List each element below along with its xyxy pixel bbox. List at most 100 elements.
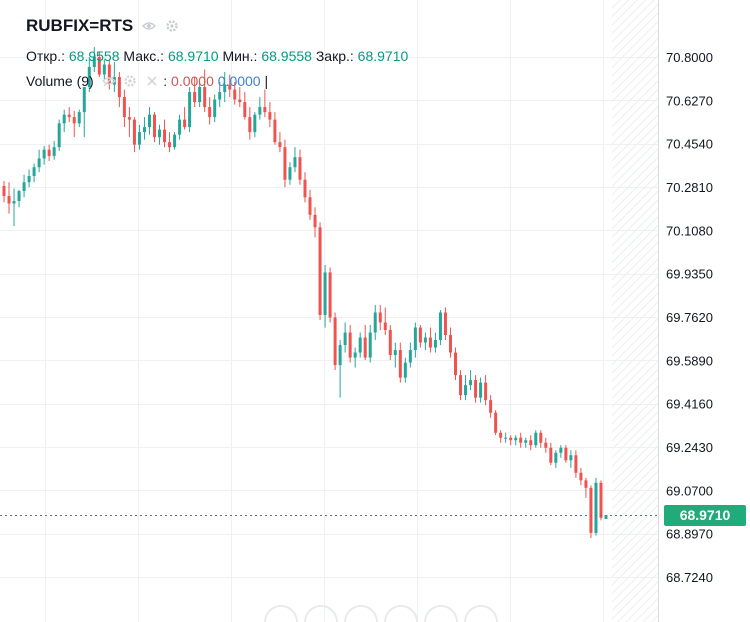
candle-body <box>388 330 392 356</box>
gear-icon[interactable] <box>165 18 179 32</box>
candles <box>2 46 608 538</box>
candle <box>2 180 6 203</box>
candle <box>378 304 382 331</box>
candle <box>67 107 71 123</box>
volume-label: Volume (9) <box>26 73 94 89</box>
candle <box>418 325 422 348</box>
candle-body <box>459 375 463 396</box>
candle <box>589 485 593 538</box>
candle-body <box>233 89 237 100</box>
candle <box>42 145 46 165</box>
candle <box>428 327 432 353</box>
candle-body <box>428 337 432 348</box>
candle-body <box>484 382 488 401</box>
candle <box>263 89 267 118</box>
candle <box>454 347 457 381</box>
candle <box>308 189 312 220</box>
candle-body <box>454 352 457 376</box>
candle-body <box>353 352 357 358</box>
candle <box>474 375 478 403</box>
candle-body <box>313 214 317 228</box>
candle <box>178 114 182 140</box>
candle <box>298 149 302 185</box>
candle-body <box>17 191 21 202</box>
candle-body <box>594 482 598 533</box>
candle-body <box>333 317 337 366</box>
price-tick-label: 70.4540 <box>666 137 713 152</box>
price-tick-label: 69.5890 <box>666 353 713 368</box>
candle <box>544 437 548 453</box>
candle <box>283 139 287 188</box>
candle-body <box>569 455 573 461</box>
eye-icon[interactable] <box>141 18 156 32</box>
candle-body <box>328 272 332 318</box>
candle-body <box>97 57 101 75</box>
candle <box>398 342 402 383</box>
candle <box>464 375 468 401</box>
candle <box>574 450 578 478</box>
candle-body <box>368 332 372 358</box>
candle <box>303 172 307 203</box>
candle-body <box>438 312 442 341</box>
candle-body <box>348 332 352 358</box>
candle-body <box>32 167 36 176</box>
candle <box>102 59 106 80</box>
candle-body <box>338 345 342 366</box>
candle-body <box>248 117 252 133</box>
candle-body <box>198 87 202 103</box>
candle <box>193 77 197 108</box>
high-value: 68.9710 <box>167 48 219 64</box>
candle-body <box>413 327 417 351</box>
candle-body <box>534 432 538 446</box>
candle-body <box>142 127 146 133</box>
candle <box>438 309 442 346</box>
candle-body <box>258 107 262 115</box>
candle-body <box>57 123 61 148</box>
close-icon[interactable] <box>145 74 159 88</box>
candle-body <box>218 92 222 100</box>
candle <box>524 437 528 448</box>
candle <box>278 132 282 153</box>
candle <box>373 304 377 341</box>
candle-body <box>358 337 362 353</box>
candle <box>599 480 603 521</box>
candle-body <box>278 142 282 148</box>
candle <box>433 332 437 353</box>
candle <box>238 87 242 108</box>
candle <box>594 477 598 536</box>
candle-body <box>383 322 387 331</box>
candle <box>147 107 151 135</box>
eye-off-icon[interactable] <box>101 74 116 88</box>
candle-body <box>102 64 106 75</box>
candle-body <box>499 432 503 438</box>
candle-body <box>443 312 447 336</box>
candle <box>248 107 252 140</box>
candle <box>368 325 372 363</box>
volume-value-2: 0.0000 <box>217 73 261 89</box>
candle-body <box>494 412 498 433</box>
candle-body <box>464 385 468 396</box>
candle <box>153 112 156 143</box>
candle-body <box>403 362 407 378</box>
candle-body <box>489 400 493 413</box>
candle <box>188 87 192 133</box>
candle-body <box>293 157 297 168</box>
candle <box>203 69 207 113</box>
candle-body <box>604 515 608 519</box>
candle-body <box>27 175 31 183</box>
gear-icon[interactable] <box>123 74 137 88</box>
candle-body <box>37 158 41 168</box>
candle-body <box>539 432 543 443</box>
candle <box>443 307 447 341</box>
candle-body <box>303 179 307 198</box>
candle <box>338 340 342 398</box>
candle <box>413 322 417 358</box>
candle <box>258 97 262 120</box>
candle-body <box>268 112 272 120</box>
candle-body <box>173 134 177 148</box>
candle <box>127 107 131 138</box>
price-scale[interactable]: 70.8000 70.6270 70.4540 70.2810 70.1080 69.93… <box>666 50 713 585</box>
candle <box>173 132 177 150</box>
candle <box>333 312 337 371</box>
